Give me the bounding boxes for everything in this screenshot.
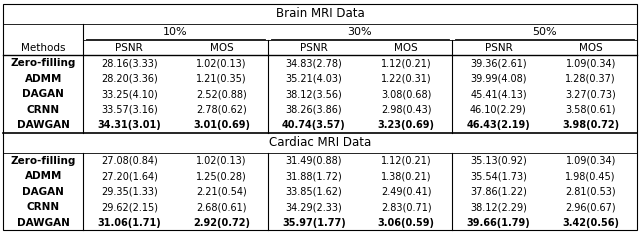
Text: 33.85(1.62): 33.85(1.62) <box>285 187 342 197</box>
Text: 2.96(0.67): 2.96(0.67) <box>565 202 616 212</box>
Text: 1.02(0.13): 1.02(0.13) <box>196 58 247 68</box>
Text: 1.28(0.37): 1.28(0.37) <box>565 74 616 84</box>
Text: 50%: 50% <box>532 27 557 37</box>
Text: Brain MRI Data: Brain MRI Data <box>276 7 364 20</box>
Text: 2.98(0.43): 2.98(0.43) <box>381 105 431 115</box>
Text: 2.83(0.71): 2.83(0.71) <box>381 202 431 212</box>
Text: 29.62(2.15): 29.62(2.15) <box>101 202 158 212</box>
Text: 1.22(0.31): 1.22(0.31) <box>381 74 431 84</box>
Text: 3.06(0.59): 3.06(0.59) <box>378 218 435 228</box>
Text: 37.86(1.22): 37.86(1.22) <box>470 187 527 197</box>
Text: 3.23(0.69): 3.23(0.69) <box>378 120 435 130</box>
Text: 10%: 10% <box>163 27 188 37</box>
Text: 46.43(2.19): 46.43(2.19) <box>467 120 531 130</box>
Text: 35.97(1.77): 35.97(1.77) <box>282 218 346 228</box>
Text: 29.35(1.33): 29.35(1.33) <box>101 187 157 197</box>
Text: 31.88(1.72): 31.88(1.72) <box>285 171 342 181</box>
Text: CRNN: CRNN <box>27 105 60 115</box>
Text: 28.20(3.36): 28.20(3.36) <box>101 74 157 84</box>
Text: 30%: 30% <box>348 27 372 37</box>
Text: DAGAN: DAGAN <box>22 187 64 197</box>
Text: 1.21(0.35): 1.21(0.35) <box>196 74 247 84</box>
Text: 39.66(1.79): 39.66(1.79) <box>467 218 531 228</box>
Text: 2.49(0.41): 2.49(0.41) <box>381 187 431 197</box>
Text: 39.99(4.08): 39.99(4.08) <box>470 74 527 84</box>
Text: CRNN: CRNN <box>27 202 60 212</box>
Text: 3.08(0.68): 3.08(0.68) <box>381 89 431 99</box>
Text: Zero-filling: Zero-filling <box>10 156 76 166</box>
Text: 34.83(2.78): 34.83(2.78) <box>285 58 342 68</box>
Text: 2.68(0.61): 2.68(0.61) <box>196 202 247 212</box>
Text: 1.09(0.34): 1.09(0.34) <box>566 156 616 166</box>
Text: 33.57(3.16): 33.57(3.16) <box>101 105 157 115</box>
Text: 1.25(0.28): 1.25(0.28) <box>196 171 247 181</box>
Text: 35.54(1.73): 35.54(1.73) <box>470 171 527 181</box>
Text: 31.06(1.71): 31.06(1.71) <box>97 218 161 228</box>
Text: 1.12(0.21): 1.12(0.21) <box>381 156 431 166</box>
Text: 34.31(3.01): 34.31(3.01) <box>97 120 161 130</box>
Text: 3.58(0.61): 3.58(0.61) <box>565 105 616 115</box>
Text: 38.12(3.56): 38.12(3.56) <box>285 89 342 99</box>
Text: MOS: MOS <box>579 43 602 53</box>
Text: Methods: Methods <box>21 43 65 53</box>
Text: 1.98(0.45): 1.98(0.45) <box>565 171 616 181</box>
Text: 1.12(0.21): 1.12(0.21) <box>381 58 431 68</box>
Text: 38.26(3.86): 38.26(3.86) <box>285 105 342 115</box>
Text: 27.08(0.84): 27.08(0.84) <box>101 156 157 166</box>
Text: 1.38(0.21): 1.38(0.21) <box>381 171 431 181</box>
Text: 40.74(3.57): 40.74(3.57) <box>282 120 346 130</box>
Text: 27.20(1.64): 27.20(1.64) <box>101 171 158 181</box>
Text: 2.92(0.72): 2.92(0.72) <box>193 218 250 228</box>
Text: 1.02(0.13): 1.02(0.13) <box>196 156 247 166</box>
Text: 33.25(4.10): 33.25(4.10) <box>101 89 157 99</box>
Text: 39.36(2.61): 39.36(2.61) <box>470 58 527 68</box>
Text: 3.27(0.73): 3.27(0.73) <box>565 89 616 99</box>
Text: DAWGAN: DAWGAN <box>17 120 70 130</box>
Text: Cardiac MRI Data: Cardiac MRI Data <box>269 136 371 150</box>
Text: MOS: MOS <box>394 43 418 53</box>
Text: 2.21(0.54): 2.21(0.54) <box>196 187 247 197</box>
Text: PSNR: PSNR <box>484 43 512 53</box>
Text: 46.10(2.29): 46.10(2.29) <box>470 105 527 115</box>
Text: 2.52(0.88): 2.52(0.88) <box>196 89 247 99</box>
Text: 38.12(2.29): 38.12(2.29) <box>470 202 527 212</box>
Text: 3.42(0.56): 3.42(0.56) <box>562 218 619 228</box>
Text: MOS: MOS <box>210 43 234 53</box>
Text: 31.49(0.88): 31.49(0.88) <box>285 156 342 166</box>
Text: PSNR: PSNR <box>300 43 328 53</box>
Text: DAGAN: DAGAN <box>22 89 64 99</box>
Text: 3.98(0.72): 3.98(0.72) <box>562 120 620 130</box>
Text: DAWGAN: DAWGAN <box>17 218 70 228</box>
Text: 45.41(4.13): 45.41(4.13) <box>470 89 527 99</box>
Text: ADMM: ADMM <box>24 74 62 84</box>
Text: 2.81(0.53): 2.81(0.53) <box>565 187 616 197</box>
Text: PSNR: PSNR <box>115 43 143 53</box>
Text: 2.78(0.62): 2.78(0.62) <box>196 105 247 115</box>
Text: 3.01(0.69): 3.01(0.69) <box>193 120 250 130</box>
Text: 34.29(2.33): 34.29(2.33) <box>285 202 342 212</box>
Text: 35.21(4.03): 35.21(4.03) <box>285 74 342 84</box>
Text: 35.13(0.92): 35.13(0.92) <box>470 156 527 166</box>
Text: ADMM: ADMM <box>24 171 62 181</box>
Text: Zero-filling: Zero-filling <box>10 58 76 68</box>
Text: 28.16(3.33): 28.16(3.33) <box>101 58 157 68</box>
Text: 1.09(0.34): 1.09(0.34) <box>566 58 616 68</box>
